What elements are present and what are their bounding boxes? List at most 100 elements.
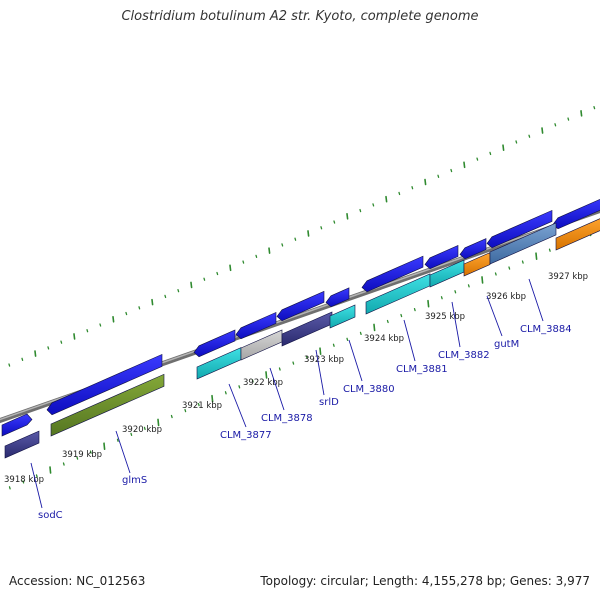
cds-gutM — [463, 252, 491, 277]
outer-tick-row — [8, 105, 596, 367]
major-tick — [541, 127, 544, 134]
minor-tick — [305, 355, 308, 359]
minor-tick — [494, 272, 497, 276]
cds-top — [552, 198, 600, 230]
minor-tick — [548, 248, 551, 252]
minor-tick — [8, 486, 11, 490]
minor-tick — [22, 480, 25, 484]
major-tick — [385, 195, 388, 203]
cds-top — [459, 238, 487, 260]
gene-leader-line — [269, 367, 285, 411]
major-tick — [151, 298, 154, 306]
gene-label: CLM_3877 — [220, 430, 272, 441]
minor-tick — [62, 462, 65, 466]
gene-label: CLM_3884 — [520, 324, 572, 335]
minor-tick — [413, 307, 416, 312]
minor-tick — [467, 284, 470, 288]
cds-sodC — [4, 430, 40, 459]
minor-tick — [521, 260, 524, 264]
minor-tick — [400, 313, 403, 318]
cds-glmS — [50, 373, 165, 437]
scale-label: 3918 kbp — [4, 475, 44, 485]
minor-tick — [170, 414, 173, 419]
gene-leader-line — [403, 319, 416, 362]
minor-tick — [251, 379, 254, 383]
gene-leader-line — [115, 430, 131, 474]
cds-CLM_3880 — [329, 304, 356, 329]
major-tick — [34, 350, 37, 357]
minor-tick — [320, 226, 323, 230]
minor-tick — [476, 157, 479, 161]
cds-top — [486, 209, 553, 249]
minor-tick — [332, 343, 335, 347]
major-tick — [190, 281, 193, 289]
gene-leader-line — [486, 295, 503, 337]
cds-glmS-top — [46, 353, 163, 416]
minor-tick — [99, 323, 102, 327]
minor-tick — [216, 271, 219, 276]
gene-label: CLM_3878 — [261, 413, 313, 424]
minor-tick — [116, 438, 119, 442]
major-tick — [373, 323, 376, 332]
major-tick — [427, 299, 430, 308]
minor-tick — [292, 361, 295, 365]
map-title: Clostridium botulinum A2 str. Kyoto, com… — [121, 9, 479, 24]
label-layer: 3918 kbp 3919 kbp 3920 kbp 3921 kbp 3922 kbp… — [4, 272, 588, 521]
minor-tick — [164, 294, 167, 299]
minor-tick — [125, 311, 128, 316]
inner-tick-row — [8, 228, 592, 490]
cds-top — [276, 290, 325, 322]
minor-tick — [203, 277, 206, 281]
scale-label: 3927 kbp — [548, 272, 588, 282]
minor-tick — [130, 432, 133, 437]
minor-tick — [554, 123, 557, 127]
minor-tick — [8, 363, 11, 367]
accession-label: Accession: NC_012563 — [9, 574, 146, 588]
minor-tick — [411, 186, 414, 190]
major-tick — [49, 466, 52, 474]
minor-tick — [255, 254, 258, 259]
major-tick — [535, 252, 538, 260]
major-tick — [211, 394, 214, 403]
minor-tick — [35, 474, 38, 478]
minor-tick — [454, 290, 457, 294]
minor-tick — [450, 168, 453, 173]
gene-label: sodC — [38, 510, 63, 521]
major-tick — [502, 144, 505, 151]
cds-top — [235, 311, 277, 340]
major-tick — [307, 230, 310, 237]
gene-label: CLM_3882 — [438, 350, 490, 361]
major-tick — [73, 333, 76, 340]
tick-track — [8, 105, 596, 490]
major-tick — [229, 264, 232, 272]
minor-tick — [238, 385, 241, 389]
scale-label: 3926 kbp — [486, 292, 526, 302]
minor-tick — [508, 266, 511, 270]
gene-leader-line — [348, 339, 363, 382]
gene-leader-line — [451, 301, 461, 348]
minor-tick — [333, 220, 336, 224]
minor-tick — [47, 346, 50, 350]
scale-label: 3921 kbp — [182, 401, 222, 411]
major-tick — [112, 315, 115, 323]
scale-label: 3920 kbp — [122, 425, 162, 435]
minor-tick — [398, 191, 401, 196]
cds-top — [193, 329, 236, 358]
genome-summary-label: Topology: circular; Length: 4,155,278 bp… — [260, 574, 590, 588]
major-tick — [346, 213, 349, 220]
cds-top — [325, 287, 350, 308]
major-tick — [580, 110, 583, 117]
major-tick — [481, 276, 484, 284]
gene-label: CLM_3881 — [396, 364, 448, 375]
major-tick — [463, 161, 466, 169]
major-tick — [268, 247, 271, 254]
minor-tick — [184, 408, 187, 413]
minor-tick — [224, 391, 227, 395]
minor-tick — [197, 403, 200, 407]
minor-tick — [294, 237, 297, 241]
cds-sodC-top — [1, 413, 33, 437]
minor-tick — [593, 105, 596, 110]
cds-top — [424, 245, 459, 270]
minor-tick — [242, 260, 245, 264]
